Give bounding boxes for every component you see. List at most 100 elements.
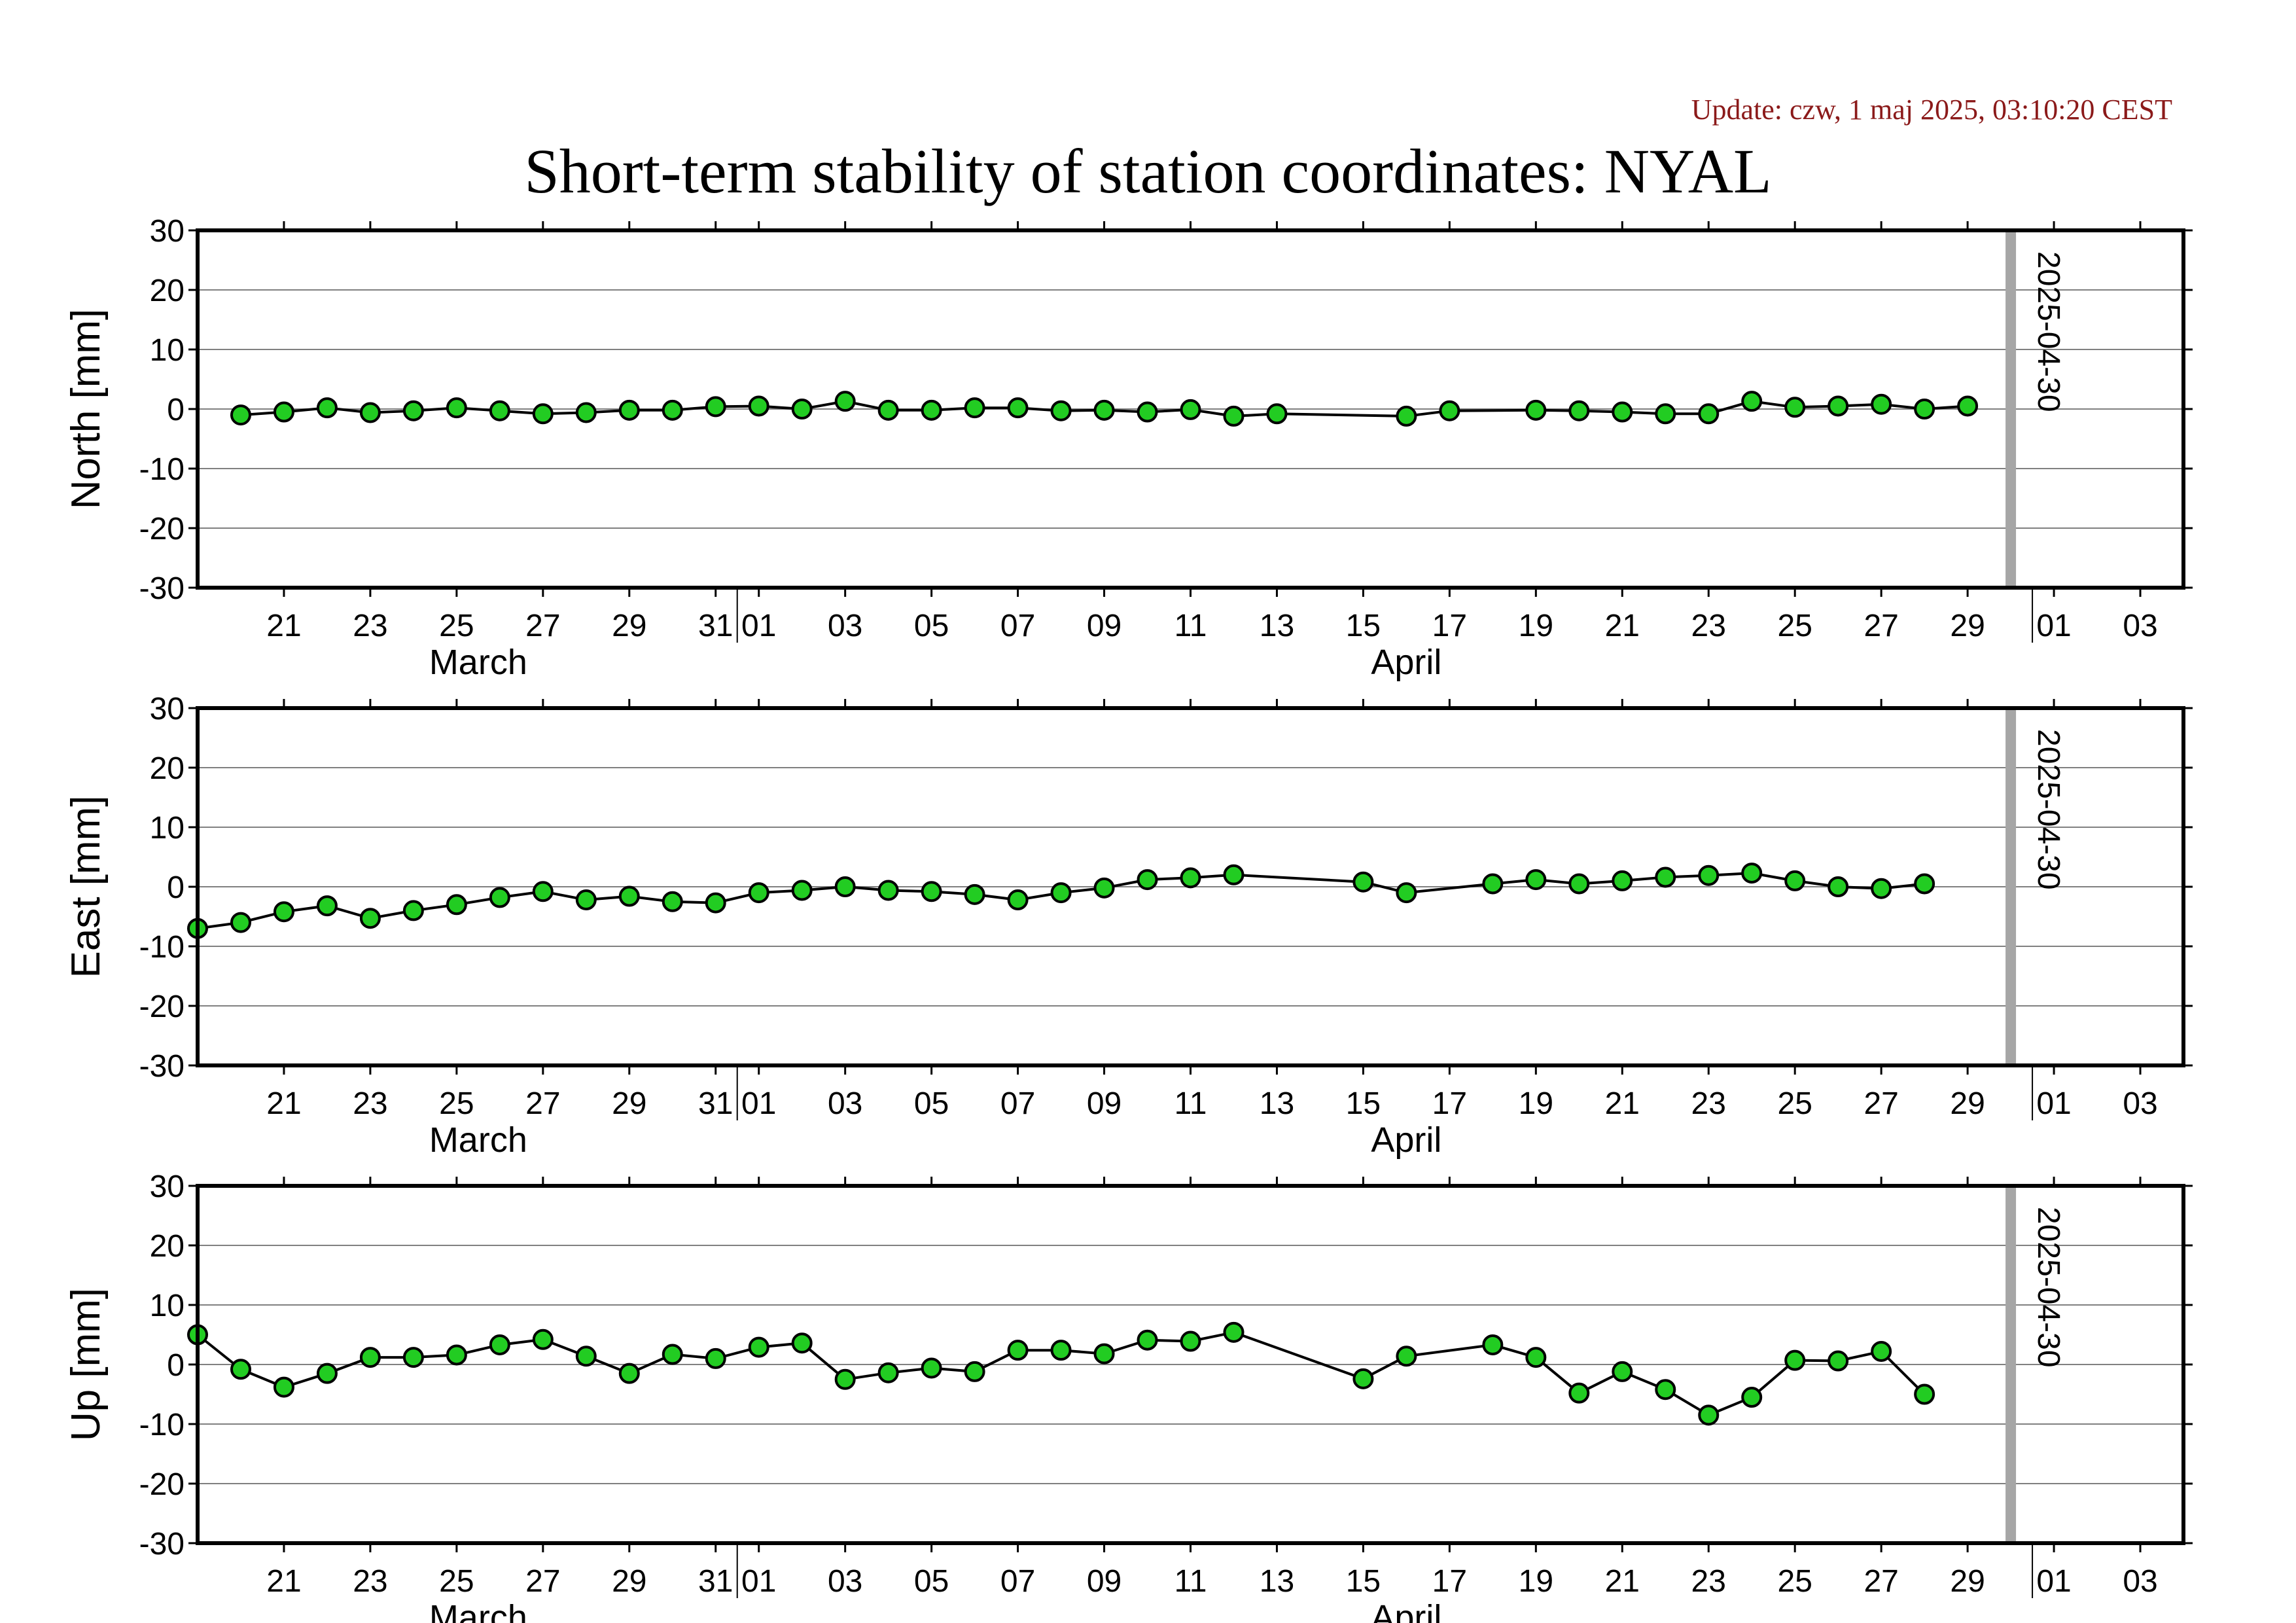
data-point <box>1828 395 1849 417</box>
y-tick-label: -20 <box>139 1467 185 1502</box>
x-tick-label: 21 <box>1605 1086 1640 1121</box>
data-point <box>575 889 597 911</box>
data-point <box>489 887 510 908</box>
data-point <box>834 876 856 897</box>
data-point <box>1568 873 1590 895</box>
data-point <box>1957 395 1979 417</box>
data-point <box>1871 878 1892 899</box>
x-tick-label: 19 <box>1519 1564 1553 1599</box>
data-point <box>877 880 899 901</box>
y-tick-label: 30 <box>150 1169 185 1204</box>
x-tick-label: 29 <box>612 609 646 643</box>
x-tick-label: 21 <box>266 1086 301 1121</box>
y-tick-label: 30 <box>150 692 185 726</box>
x-tick-label: 03 <box>828 609 862 643</box>
data-point <box>1568 1382 1590 1404</box>
data-point <box>1137 401 1158 423</box>
y-tick-label: 20 <box>150 1229 185 1264</box>
data-point <box>1784 870 1806 891</box>
data-point <box>618 885 640 907</box>
y-tick-label: 0 <box>167 1348 185 1383</box>
x-tick-label: 01 <box>2036 1086 2071 1121</box>
y-tick-label: 10 <box>150 811 185 846</box>
x-tick-label: 17 <box>1432 1086 1467 1121</box>
data-point <box>1223 864 1245 885</box>
data-point <box>273 1376 294 1398</box>
data-point <box>1871 393 1892 415</box>
data-point <box>1525 399 1547 421</box>
plot-frame <box>196 1184 2185 1545</box>
data-point <box>1828 1350 1849 1372</box>
data-point <box>230 912 251 933</box>
data-point <box>877 1362 899 1383</box>
x-tick-label: 19 <box>1519 609 1553 643</box>
x-tick-label: 27 <box>525 609 560 643</box>
data-point <box>1568 400 1590 421</box>
y-tick-label: 20 <box>150 751 185 786</box>
data-point <box>1223 1321 1245 1343</box>
y-tick-label: 0 <box>167 870 185 905</box>
y-tick-label: 10 <box>150 333 185 368</box>
data-point <box>1698 1404 1720 1426</box>
data-point <box>791 880 813 901</box>
data-point <box>1007 1340 1029 1361</box>
data-point <box>532 881 554 902</box>
x-tick-label: 25 <box>439 1086 474 1121</box>
x-tick-label: 01 <box>741 609 776 643</box>
chart-title: Short-term stability of station coordina… <box>524 136 1772 206</box>
plot-frame <box>196 706 2185 1067</box>
x-tick-label: 29 <box>612 1086 646 1121</box>
x-tick-label: 01 <box>2036 609 2071 643</box>
data-point <box>921 881 942 902</box>
month-label: April <box>1371 1120 1441 1160</box>
data-point <box>489 400 510 421</box>
x-tick-label: 29 <box>1950 1564 1985 1599</box>
data-point <box>230 1359 251 1380</box>
data-point <box>921 399 942 421</box>
data-point <box>446 1344 467 1366</box>
data-point <box>1050 1340 1072 1361</box>
y-tick-label: -30 <box>139 571 185 606</box>
data-point <box>446 894 467 916</box>
data-point <box>618 1363 640 1384</box>
data-point <box>705 892 726 914</box>
x-tick-label: 31 <box>698 609 733 643</box>
data-point <box>1180 867 1201 889</box>
x-tick-label: 19 <box>1519 1086 1553 1121</box>
data-point <box>791 399 813 419</box>
data-point <box>662 891 683 912</box>
data-point <box>877 399 899 421</box>
data-point <box>748 882 769 904</box>
data-point <box>359 1347 381 1368</box>
data-point <box>618 399 640 421</box>
x-tick-label: 25 <box>439 1564 474 1599</box>
y-axis-label: Up [mm] <box>63 1288 109 1441</box>
data-point <box>1828 876 1849 897</box>
data-point <box>316 1363 338 1384</box>
data-point <box>1396 405 1417 427</box>
x-tick-label: 15 <box>1346 1086 1381 1121</box>
y-tick-label: -20 <box>139 990 185 1024</box>
data-point <box>316 895 338 917</box>
y-tick-label: -10 <box>139 1408 185 1442</box>
y-tick-label: 10 <box>150 1289 185 1323</box>
x-tick-label: 03 <box>2123 1086 2157 1121</box>
y-tick-label: -10 <box>139 452 185 487</box>
data-point <box>1093 877 1115 899</box>
data-point <box>964 1361 985 1382</box>
month-label: March <box>429 643 527 682</box>
data-point <box>359 402 381 423</box>
data-point <box>1784 1349 1806 1371</box>
data-point <box>964 397 985 419</box>
x-tick-label: 27 <box>1863 1086 1898 1121</box>
x-tick-label: 25 <box>1778 609 1812 643</box>
month-label: April <box>1371 1598 1441 1623</box>
data-point <box>1396 1346 1417 1367</box>
data-point <box>1137 869 1158 891</box>
data-point <box>1655 1379 1676 1400</box>
data-point <box>1525 1347 1547 1368</box>
y-tick-label: -10 <box>139 930 185 965</box>
month-label: April <box>1371 643 1441 682</box>
x-tick-label: 23 <box>1691 1564 1726 1599</box>
